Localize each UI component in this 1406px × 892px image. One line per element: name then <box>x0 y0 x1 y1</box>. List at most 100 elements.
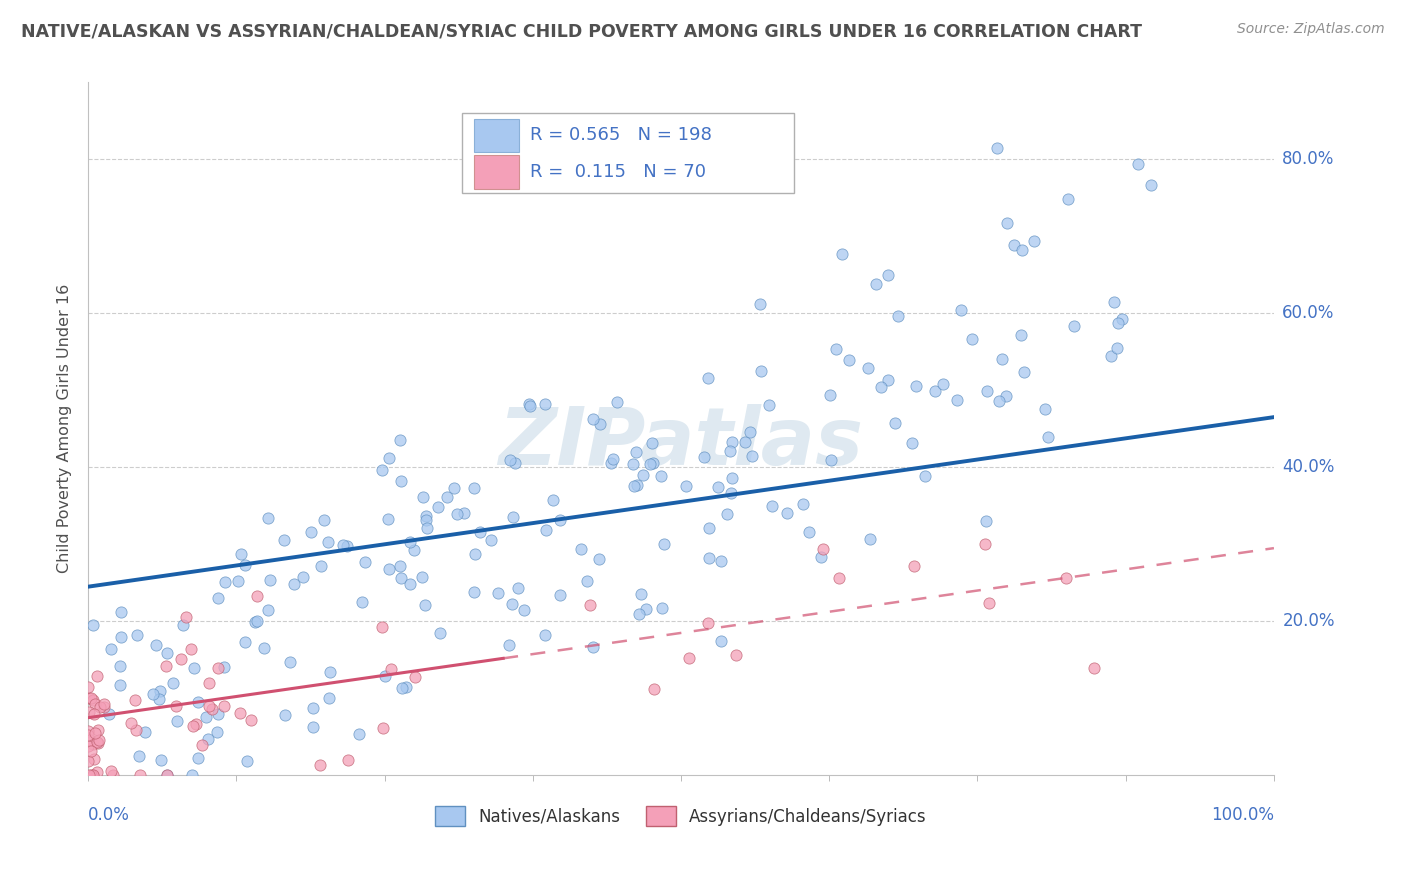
Point <box>877 268 900 282</box>
Point <box>1012 365 1035 379</box>
Point <box>166 714 188 728</box>
Point <box>534 397 557 411</box>
Point <box>675 479 697 493</box>
Point <box>226 574 249 588</box>
Point <box>624 445 647 459</box>
Point <box>172 618 194 632</box>
Point <box>77 724 100 739</box>
Point <box>82 618 104 632</box>
Point <box>534 523 557 537</box>
Point <box>901 436 924 450</box>
Point <box>301 720 323 734</box>
Point <box>246 614 269 628</box>
FancyBboxPatch shape <box>461 113 794 193</box>
Point <box>1105 342 1128 356</box>
Point <box>318 534 340 549</box>
Point <box>914 469 936 483</box>
Point <box>150 753 173 767</box>
Point <box>991 351 1014 366</box>
Point <box>503 456 526 470</box>
Point <box>273 708 295 723</box>
Point <box>77 768 100 782</box>
Point <box>724 648 747 662</box>
Point <box>120 715 142 730</box>
Point <box>86 723 108 738</box>
Point <box>82 768 104 782</box>
Point <box>84 697 107 711</box>
Point <box>377 562 399 576</box>
Point <box>749 364 772 378</box>
Point <box>170 652 193 666</box>
Point <box>416 521 439 535</box>
Point <box>347 727 370 741</box>
Point <box>869 380 891 394</box>
Point <box>904 378 927 392</box>
Point <box>309 559 332 574</box>
Point <box>207 591 229 606</box>
Point <box>77 739 100 753</box>
Point <box>602 452 624 467</box>
Point <box>312 513 335 527</box>
Point <box>720 470 742 484</box>
Point <box>108 678 131 692</box>
Point <box>124 693 146 707</box>
Point <box>214 699 236 714</box>
Point <box>738 425 761 440</box>
Point <box>253 641 276 656</box>
Point <box>650 469 672 483</box>
Point <box>148 692 170 706</box>
Point <box>548 512 571 526</box>
Point <box>1022 234 1045 248</box>
Point <box>696 616 718 631</box>
Point <box>373 721 395 735</box>
Point <box>887 309 910 323</box>
Point <box>80 691 103 706</box>
Point <box>453 507 475 521</box>
Point <box>977 596 1000 610</box>
Point <box>734 435 756 450</box>
FancyBboxPatch shape <box>474 119 519 152</box>
Point <box>924 384 946 398</box>
Point <box>86 765 108 780</box>
Point <box>402 543 425 558</box>
Point <box>945 392 967 407</box>
Point <box>950 302 973 317</box>
Point <box>256 510 278 524</box>
Point <box>828 571 851 585</box>
Point <box>718 444 741 458</box>
Point <box>995 388 1018 402</box>
Point <box>389 474 412 488</box>
Point <box>720 486 742 500</box>
Point <box>1128 157 1150 171</box>
Point <box>184 717 207 731</box>
Point <box>180 641 202 656</box>
Point <box>974 514 997 528</box>
Text: Source: ZipAtlas.com: Source: ZipAtlas.com <box>1237 22 1385 37</box>
Point <box>86 734 108 748</box>
Point <box>761 499 783 513</box>
Point <box>176 610 198 624</box>
Point <box>995 216 1018 230</box>
Point <box>976 384 998 398</box>
Point <box>183 660 205 674</box>
Point <box>486 585 509 599</box>
Point <box>1111 312 1133 326</box>
Point <box>82 737 104 751</box>
Point <box>1102 294 1125 309</box>
Point <box>79 733 101 747</box>
Text: 0.0%: 0.0% <box>89 806 129 824</box>
Point <box>758 398 780 412</box>
Point <box>350 595 373 609</box>
Point <box>582 411 605 425</box>
Point <box>198 675 221 690</box>
Point <box>83 752 105 766</box>
Point <box>243 615 266 630</box>
Point <box>502 510 524 524</box>
Point <box>710 634 733 648</box>
Point <box>404 670 426 684</box>
Point <box>884 416 907 430</box>
Point <box>974 537 997 551</box>
Point <box>1057 192 1080 206</box>
Point <box>374 669 396 683</box>
Point <box>599 457 621 471</box>
